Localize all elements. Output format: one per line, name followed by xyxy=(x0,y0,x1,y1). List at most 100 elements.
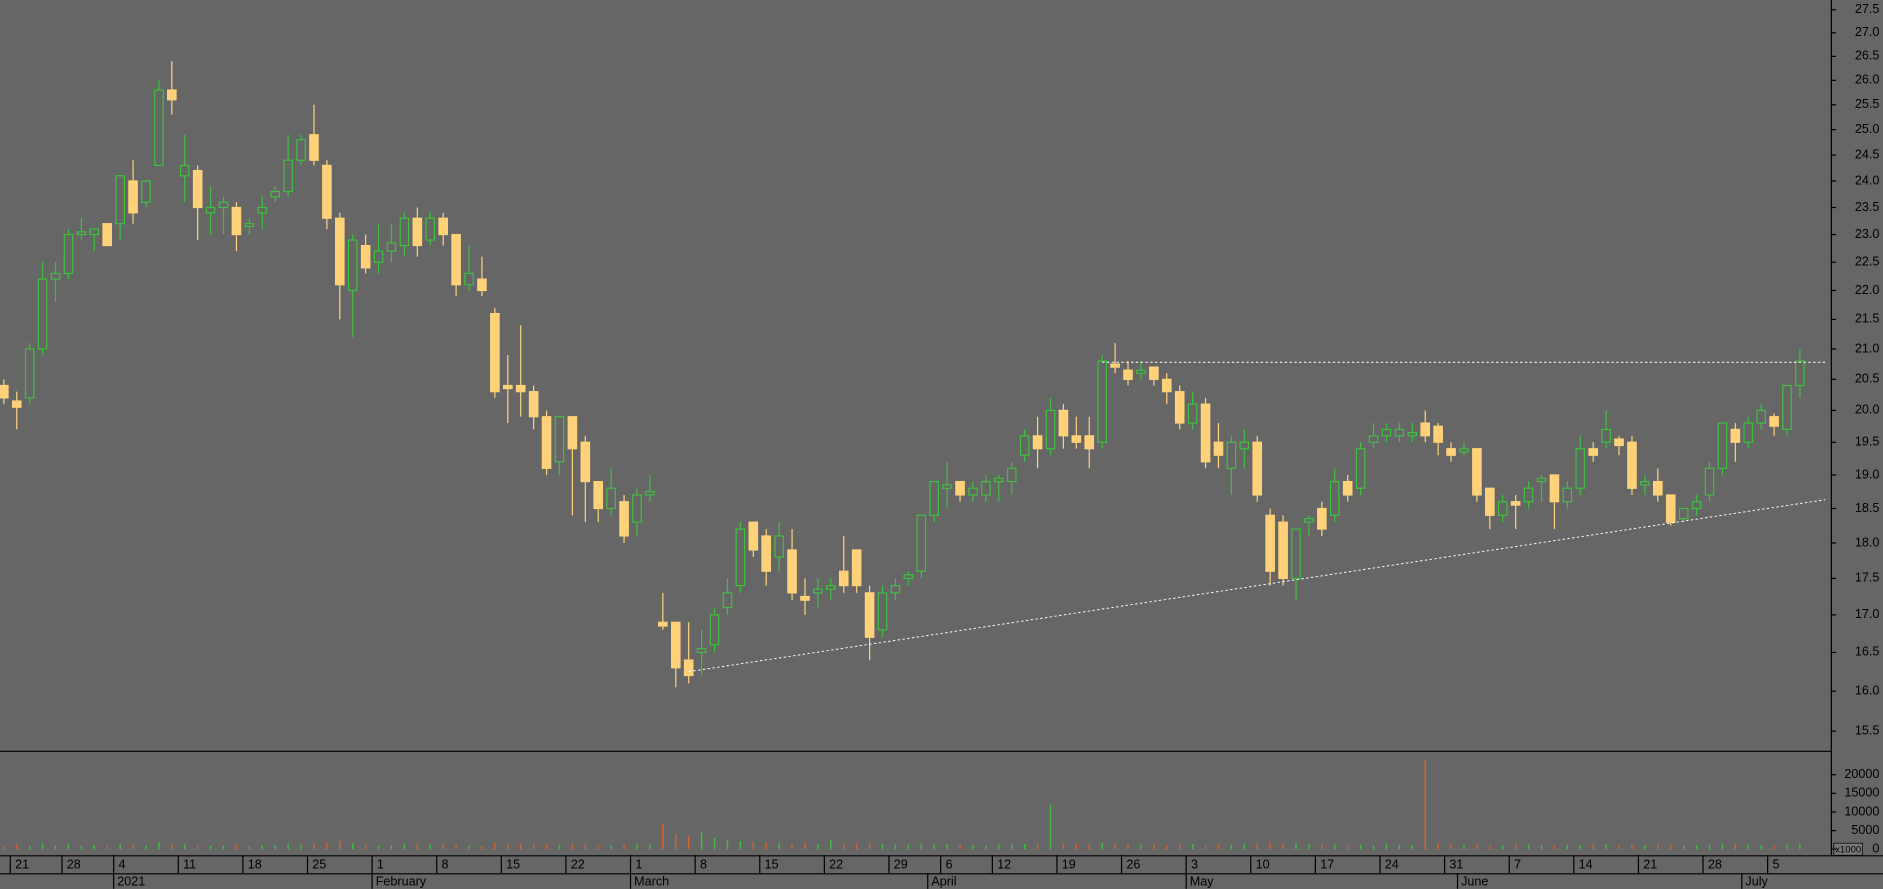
candle-body xyxy=(1006,467,1017,483)
candle-body xyxy=(787,549,797,594)
candle-body xyxy=(1691,501,1702,510)
y-tick-label: 15.5 xyxy=(1855,723,1880,737)
y-tick-label: 26.5 xyxy=(1855,49,1880,63)
candle-body xyxy=(1601,428,1611,443)
y-tick-label: 22.0 xyxy=(1855,283,1880,297)
candle-body xyxy=(425,217,436,241)
candle-body xyxy=(670,621,681,669)
candle-body xyxy=(179,164,190,177)
y-tick-label: 18.0 xyxy=(1855,535,1880,549)
candle-body xyxy=(645,491,655,496)
y-tick-label: 19.5 xyxy=(1855,435,1880,449)
candle-body xyxy=(1213,441,1224,456)
x-tick-label: 29 xyxy=(894,858,908,872)
x-tick-label: 31 xyxy=(1449,858,1463,872)
candle-body xyxy=(968,487,978,496)
candle-body xyxy=(1071,435,1082,443)
volume-tick-label: 15000 xyxy=(1844,786,1879,800)
y-tick-label: 17.0 xyxy=(1855,607,1880,621)
candle-body xyxy=(167,89,177,101)
reference-line xyxy=(688,499,1826,673)
candle-body xyxy=(838,570,849,587)
candle-body xyxy=(1342,480,1353,496)
candle-body xyxy=(709,614,720,646)
candle-body xyxy=(1653,480,1663,496)
x-tick-label: 21 xyxy=(1643,858,1657,872)
candle-body xyxy=(218,201,229,209)
y-tick-label: 25.0 xyxy=(1855,122,1880,136)
candle-body xyxy=(1446,448,1456,456)
y-tick-label: 25.5 xyxy=(1855,97,1880,111)
y-tick-label: 27.5 xyxy=(1855,2,1880,16)
x-tick-label: 15 xyxy=(506,858,520,872)
x-tick-label: 22 xyxy=(829,858,843,872)
candle-body xyxy=(1187,403,1198,424)
candle-body xyxy=(890,585,901,594)
candle-body xyxy=(1252,441,1263,496)
candle-body xyxy=(748,521,759,551)
candle-body xyxy=(580,441,591,483)
y-tick-label: 23.5 xyxy=(1855,200,1880,214)
y-tick-label: 22.5 xyxy=(1855,255,1880,269)
candle-body xyxy=(335,217,345,286)
candle-body xyxy=(942,484,952,489)
candle-body xyxy=(541,416,552,469)
x-tick-label: 15 xyxy=(765,858,779,872)
candle-body xyxy=(800,595,810,601)
candle-body xyxy=(567,416,578,450)
candle-body xyxy=(1769,416,1779,427)
x-tick-label: 11 xyxy=(183,858,196,872)
candle-body xyxy=(735,528,746,587)
candle-body xyxy=(761,535,772,572)
candle-body xyxy=(270,190,281,198)
x-tick-label: 19 xyxy=(1062,858,1076,872)
candle-body xyxy=(851,549,862,587)
candle-body xyxy=(115,175,125,225)
volume-tick-label: 10000 xyxy=(1844,804,1879,818)
x-tick-label: 14 xyxy=(1579,858,1593,872)
candle-body xyxy=(593,480,604,510)
candle-body xyxy=(1756,409,1766,424)
candle-body xyxy=(1704,467,1715,496)
candle-body xyxy=(1575,448,1586,489)
x-tick-label: 18 xyxy=(248,858,262,872)
candle-body xyxy=(826,585,836,590)
candle-body xyxy=(929,480,940,516)
candle-body xyxy=(864,592,875,638)
candle-body xyxy=(903,574,914,580)
candle-body xyxy=(658,621,668,627)
candle-body xyxy=(1407,432,1418,437)
y-tick-label: 16.5 xyxy=(1855,645,1880,659)
candle-body xyxy=(981,480,991,496)
candle-body xyxy=(1149,366,1159,380)
candle-body xyxy=(1200,403,1211,463)
candle-body xyxy=(438,217,448,236)
y-tick-label: 21.5 xyxy=(1855,312,1880,326)
candle-body xyxy=(683,659,694,677)
candle-body xyxy=(360,244,371,269)
x-tick-label: 12 xyxy=(997,858,1011,872)
x-tick-label: 26 xyxy=(1126,858,1140,872)
candle-body xyxy=(1123,369,1133,380)
candle-body xyxy=(1136,369,1146,374)
candle-body xyxy=(813,588,823,594)
y-tick-label: 16.0 xyxy=(1855,683,1880,697)
candle-body xyxy=(1381,428,1392,437)
candle-body xyxy=(1678,507,1689,520)
candle-body xyxy=(1097,360,1107,443)
candle-body xyxy=(309,134,319,161)
candle-body xyxy=(63,233,74,275)
x-tick-label: 28 xyxy=(67,858,81,872)
candle-body xyxy=(1355,448,1366,489)
candle-body xyxy=(1588,448,1599,456)
candle-body xyxy=(1084,435,1095,450)
x-tick-label: 6 xyxy=(945,858,952,872)
candle-body xyxy=(347,239,358,292)
candle-body xyxy=(24,348,35,399)
candle-body xyxy=(102,223,113,247)
x-tick-label: 4 xyxy=(118,858,125,872)
candle-body xyxy=(696,648,707,654)
x-tick-label: 8 xyxy=(700,858,707,872)
